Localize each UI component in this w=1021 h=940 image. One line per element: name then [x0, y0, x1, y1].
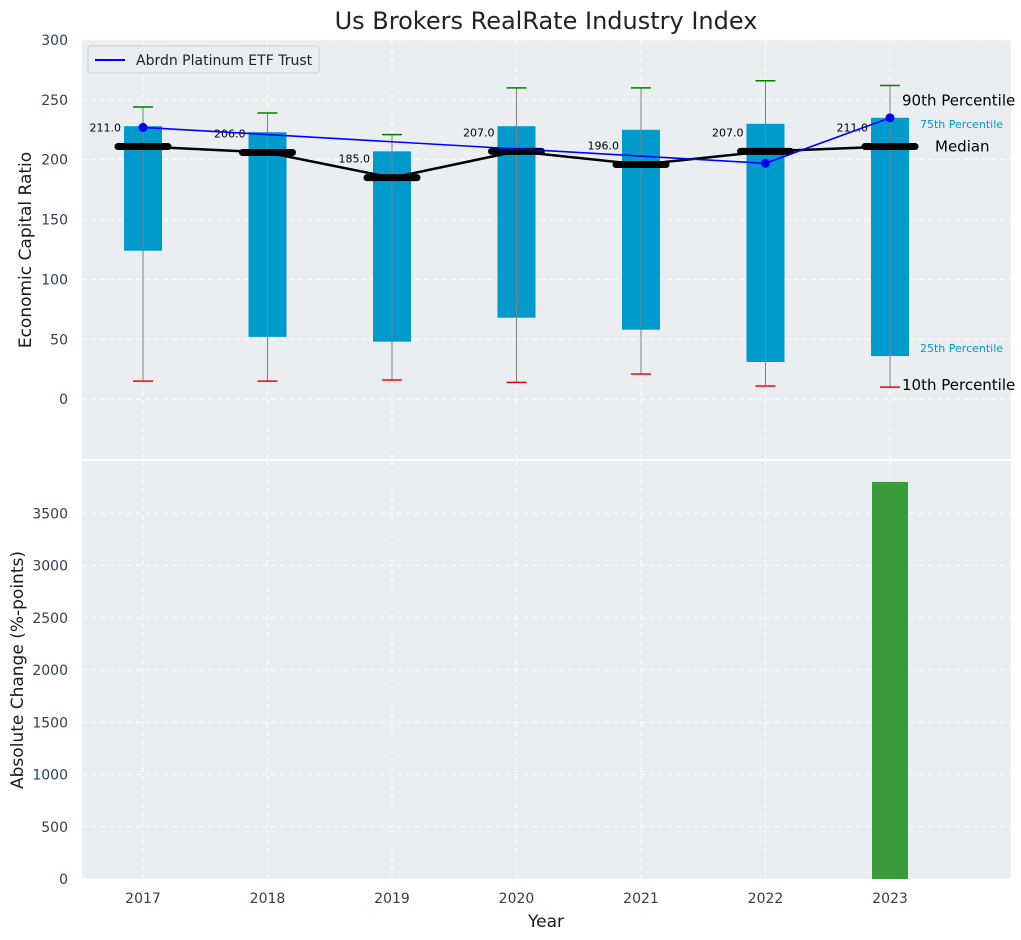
x-tick-label: 2019: [374, 891, 410, 907]
median-value-label: 207.0: [463, 126, 495, 139]
legend-box: [87, 45, 320, 74]
y-tick-label: 500: [41, 820, 68, 836]
top-plot-area: [82, 40, 1011, 459]
annotation-10th-percentile: 10th Percentile: [902, 376, 1015, 394]
annotation-25th-percentile: 25th Percentile: [920, 342, 1003, 355]
median-value-label: 206.0: [214, 128, 246, 141]
x-tick-label: 2018: [250, 891, 286, 907]
median-value-label: 211.0: [90, 122, 122, 135]
x-tick-label: 2022: [748, 891, 784, 907]
y-tick-label: 1000: [32, 768, 68, 784]
x-axis-label: Year: [527, 912, 564, 932]
series-point: [138, 122, 148, 132]
series-point: [761, 158, 770, 168]
legend: Abrdn Platinum ETF Trust: [87, 45, 320, 74]
annotation-median: Median: [935, 138, 990, 156]
annotation-75th-percentile: 75th Percentile: [920, 118, 1003, 131]
y-tick-label: 50: [50, 332, 68, 348]
y-tick-label: 200: [41, 153, 68, 169]
y-tick-label: 1500: [32, 715, 68, 731]
bottom-y-axis-label: Absolute Change (%-points): [8, 551, 28, 789]
median-value-label: 185.0: [339, 153, 371, 166]
median-value-label: 211.0: [837, 122, 869, 135]
y-tick-label: 3500: [32, 506, 68, 522]
y-tick-label: 2000: [32, 663, 68, 679]
y-tick-label: 3000: [32, 559, 68, 575]
y-tick-label: 2500: [32, 611, 68, 627]
y-tick-label: 150: [41, 213, 68, 229]
top-plot-marks: 211.0 206.0 185.0 207.0 196.0 207.0 211.0 90th …: [90, 79, 1015, 394]
x-tick-label: 2021: [623, 891, 659, 907]
y-tick-label: 250: [41, 93, 68, 109]
legend-entry: Abrdn Platinum ETF Trust: [136, 53, 313, 69]
x-tick-label: 2017: [125, 891, 161, 907]
chart-title: Us Brokers RealRate Industry Index: [335, 7, 758, 35]
top-y-axis-label: Economic Capital Ratio: [16, 152, 36, 348]
y-tick-label: 100: [41, 272, 68, 288]
y-tick-label: 300: [41, 33, 68, 49]
x-tick-label: 2023: [872, 891, 908, 907]
series-point: [885, 113, 895, 123]
median-value-label: 196.0: [588, 140, 620, 153]
y-tick-label: 0: [59, 872, 68, 888]
x-tick-label: 2020: [499, 891, 535, 907]
y-tick-label: 0: [59, 392, 68, 408]
bottom-plot-marks: [872, 481, 908, 879]
median-value-label: 207.0: [712, 126, 744, 139]
change-bar: [872, 481, 908, 879]
annotation-90th-percentile: 90th Percentile: [902, 91, 1015, 109]
tick-labels: 0501001502002503000500100015002000250030…: [32, 33, 907, 907]
